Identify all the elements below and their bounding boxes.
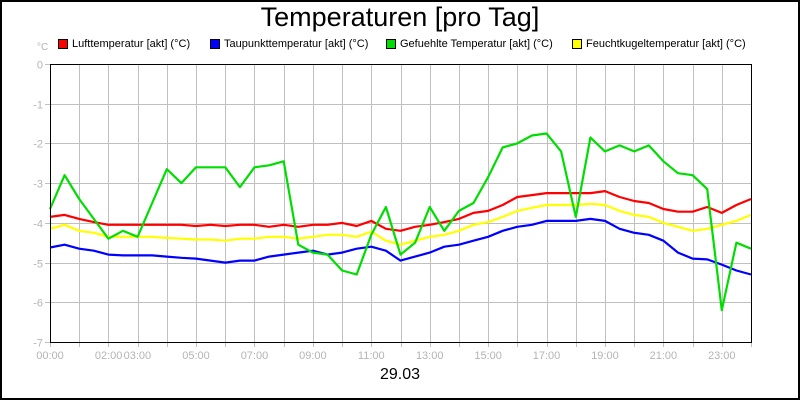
line-feuchtkugeltemperatur	[49, 202, 752, 246]
x-tick-label: 07:00	[241, 350, 269, 362]
x-tick-label: 23:00	[708, 350, 736, 362]
x-tick-label: 13:00	[416, 350, 444, 362]
line-gefuehlte-temperatur	[48, 132, 752, 312]
y-tick-label: 0	[37, 60, 43, 72]
y-tick-label: -3	[33, 179, 43, 191]
y-tick-label: -7	[33, 338, 43, 350]
legend-item-gefuehlte-temperatur: Gefuehlte Temperatur [akt] (°C)	[386, 38, 553, 50]
line-lufttemperatur	[49, 190, 752, 232]
legend-label: Taupunkttemperatur [akt] (°C)	[224, 38, 369, 50]
x-tick-label: 21:00	[650, 350, 678, 362]
x-tick-label: 03:00	[124, 350, 152, 362]
legend-swatch-blue	[210, 39, 220, 49]
x-tick-label: 11:00	[358, 350, 385, 362]
y-tick-label: -1	[33, 100, 43, 112]
legend-swatch-green	[386, 39, 396, 49]
legend-item-taupunkttemperatur: Taupunkttemperatur [akt] (°C)	[210, 38, 368, 50]
x-tick-label: 00:00	[36, 350, 64, 362]
y-tick-label: -2	[33, 139, 43, 151]
x-tick-label: 17:00	[533, 350, 561, 362]
plot-border	[50, 64, 752, 343]
x-axis-date-label: 29.03	[379, 366, 421, 383]
x-tick-label: 05:00	[182, 350, 210, 362]
y-axis-unit-label: °C	[37, 42, 49, 53]
y-tick-label: -4	[33, 219, 43, 231]
legend-swatch-yellow	[572, 39, 582, 49]
line-taupunkttemperatur	[49, 217, 752, 276]
legend-item-feuchtkugeltemperatur: Feuchtkugeltemperatur [akt] (°C)	[572, 38, 746, 50]
x-tick-label: 15:00	[474, 350, 502, 362]
chart-title: Temperaturen [pro Tag]	[260, 2, 540, 32]
x-tick-label: 19:00	[591, 350, 619, 362]
legend-label: Gefuehlte Temperatur [akt] (°C)	[400, 38, 553, 50]
legend-label: Feuchtkugeltemperatur [akt] (°C)	[586, 38, 746, 50]
legend-item-lufttemperatur: Lufttemperatur [akt] (°C)	[58, 38, 190, 50]
legend-swatch-red	[58, 39, 68, 49]
y-tick-label: -5	[33, 259, 43, 271]
x-tick-label: 09:00	[299, 350, 327, 362]
y-tick-label: -6	[33, 298, 43, 310]
legend-label: Lufttemperatur [akt] (°C)	[72, 38, 191, 50]
x-tick-label: 02:00	[95, 350, 123, 362]
